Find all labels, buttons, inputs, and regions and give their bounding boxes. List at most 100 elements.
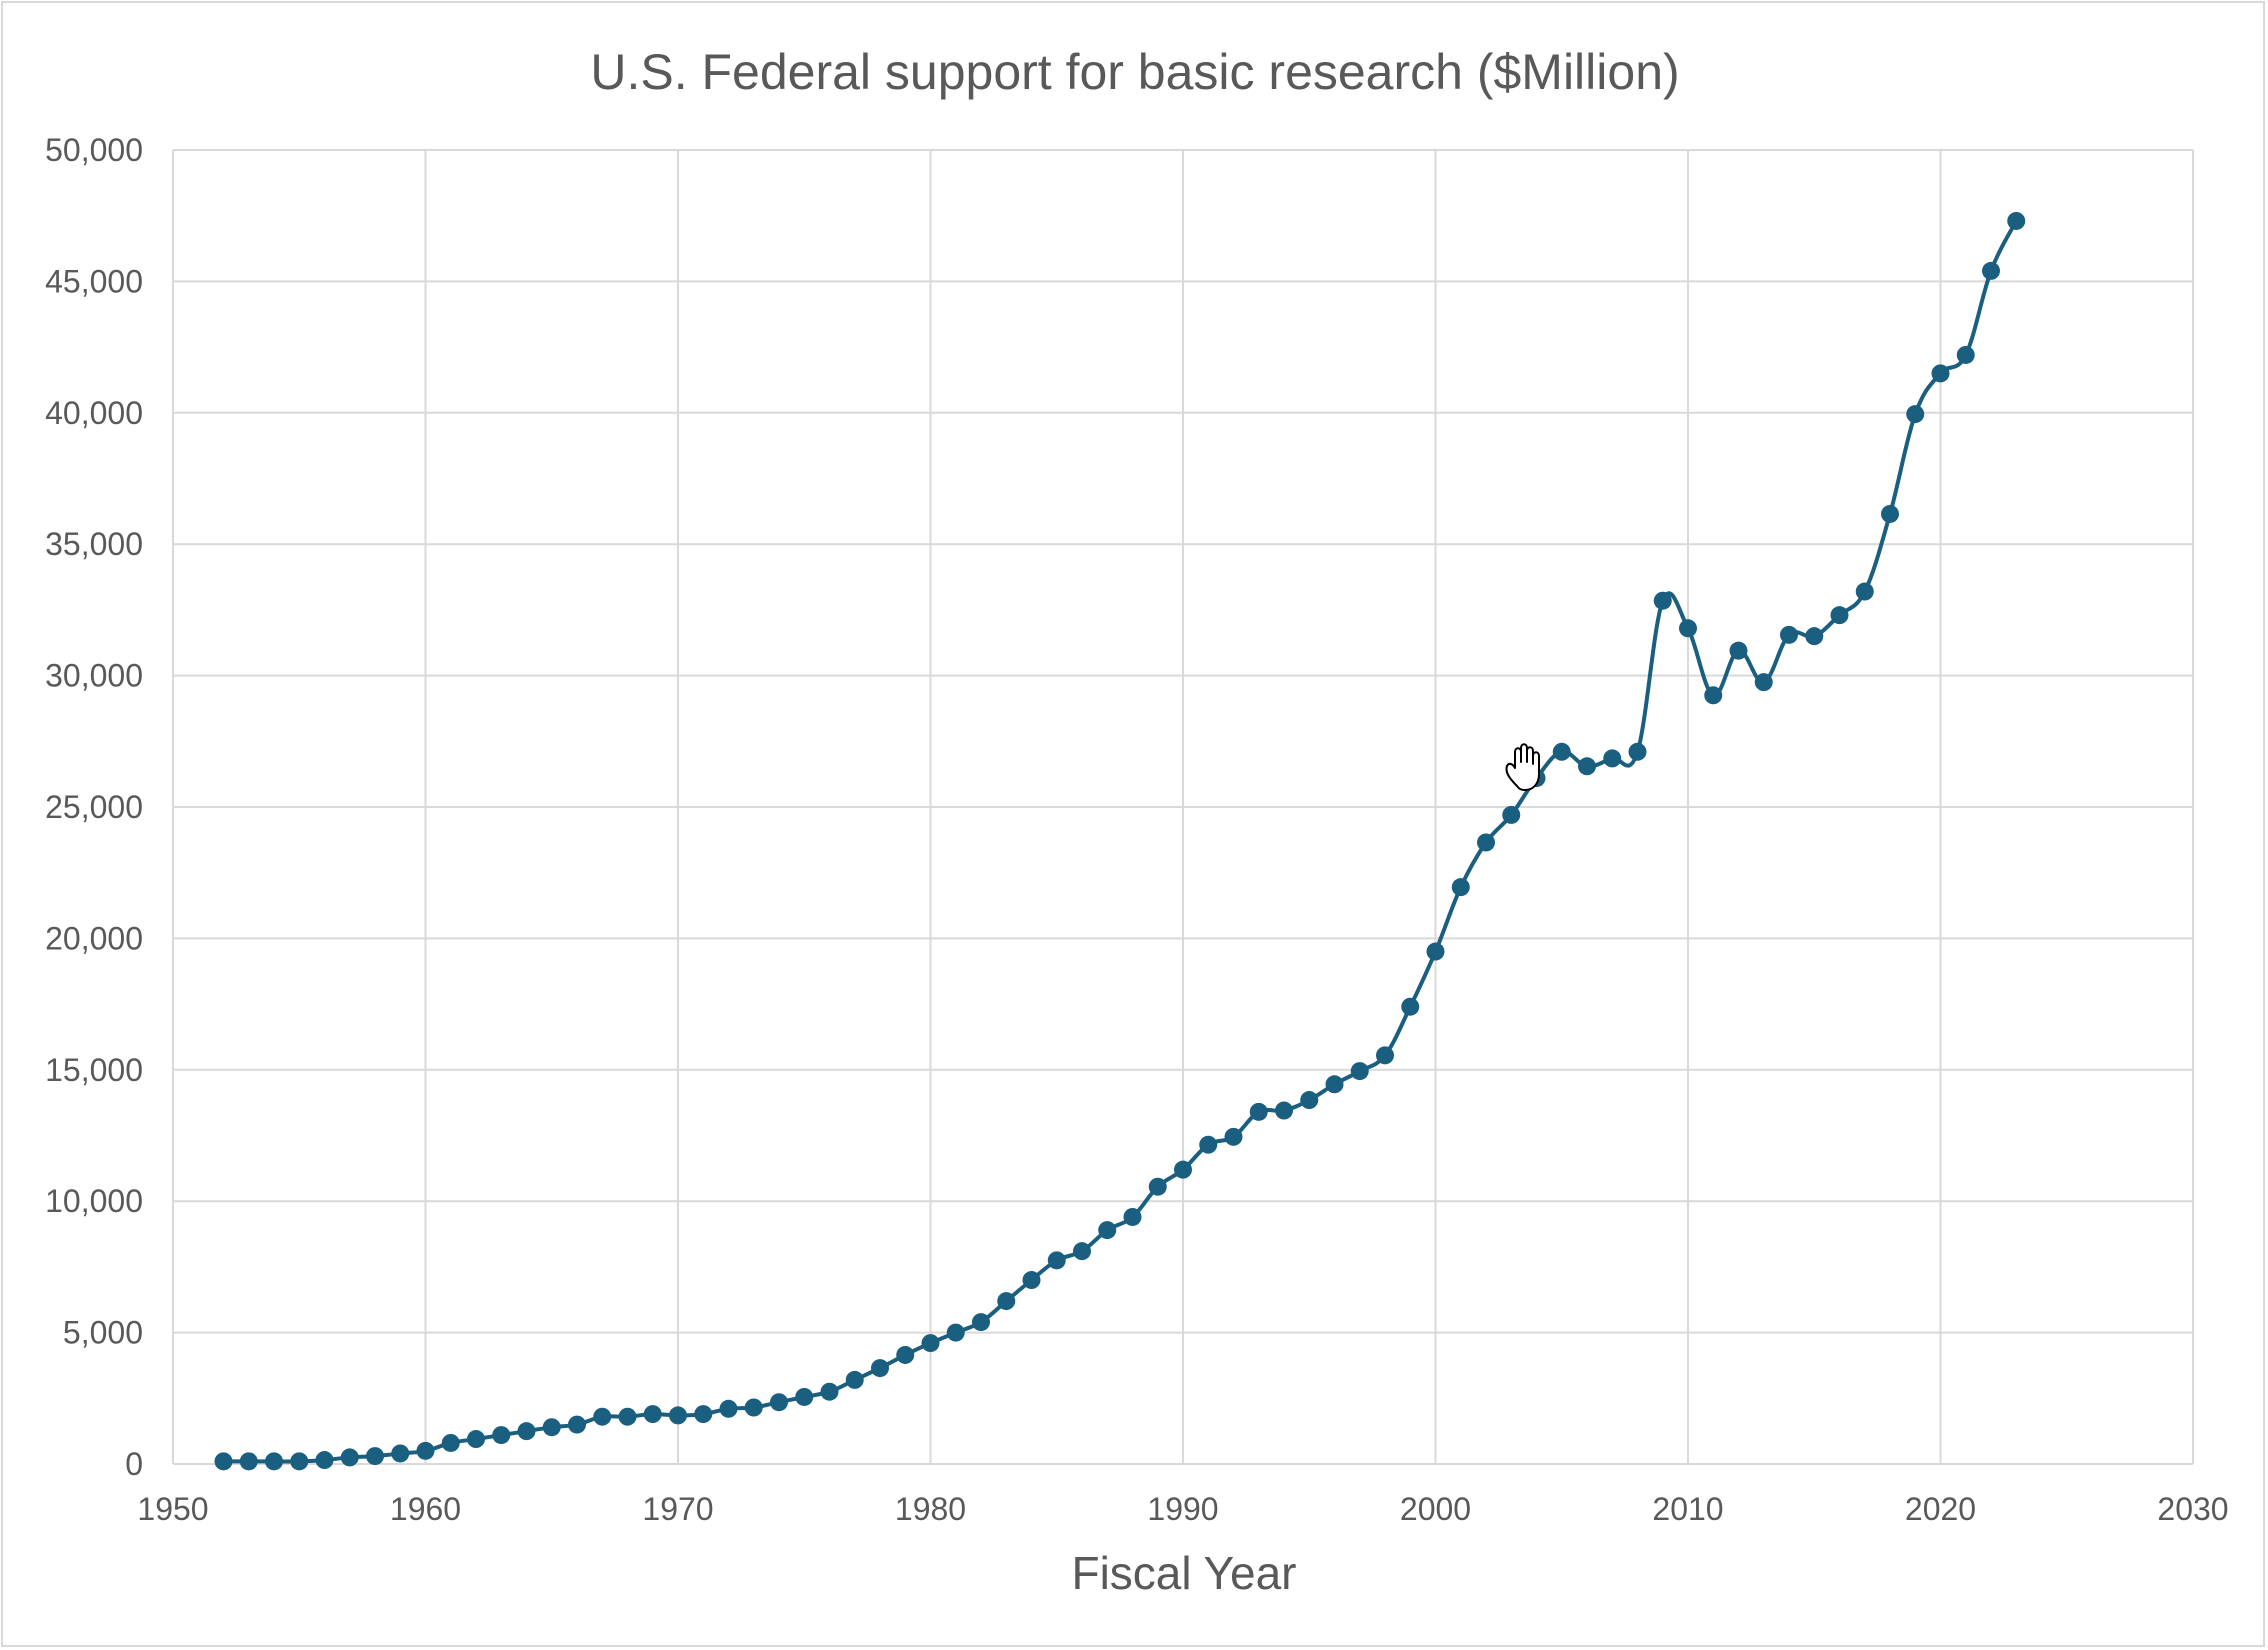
data-point[interactable]: [896, 1345, 915, 1364]
data-point[interactable]: [1982, 261, 2000, 280]
data-point[interactable]: [845, 1370, 864, 1389]
data-point[interactable]: [618, 1407, 637, 1426]
data-point[interactable]: [1855, 582, 1874, 601]
y-tick-label: 15,000: [45, 1052, 143, 1088]
x-tick-label: 2000: [1400, 1491, 1471, 1527]
x-axis-title: Fiscal Year: [1071, 1547, 1296, 1599]
data-point[interactable]: [1653, 591, 1672, 610]
data-point[interactable]: [1931, 364, 1950, 383]
data-point[interactable]: [340, 1448, 359, 1467]
data-point[interactable]: [467, 1430, 485, 1449]
data-point[interactable]: [1552, 742, 1571, 761]
data-point[interactable]: [1325, 1075, 1344, 1094]
x-tick-label: 2030: [2157, 1491, 2228, 1527]
y-tick-label: 5,000: [63, 1315, 143, 1351]
data-point[interactable]: [972, 1313, 990, 1332]
data-point[interactable]: [1906, 405, 1925, 424]
y-tick-label: 0: [125, 1446, 143, 1482]
data-point[interactable]: [1578, 757, 1596, 776]
data-point[interactable]: [1376, 1046, 1394, 1065]
data-point[interactable]: [770, 1393, 788, 1412]
data-point[interactable]: [946, 1323, 965, 1342]
data-point[interactable]: [719, 1399, 738, 1418]
data-point[interactable]: [1022, 1271, 1041, 1290]
axis-ticks: 0 5,000 10,000 15,000 20,000 25,000 30,000 35,0…: [45, 132, 2228, 1527]
data-point[interactable]: [239, 1452, 258, 1471]
data-point[interactable]: [1451, 878, 1470, 897]
data-point[interactable]: [214, 1452, 233, 1471]
data-point[interactable]: [1754, 673, 1773, 692]
data-point[interactable]: [517, 1422, 536, 1441]
data-point[interactable]: [1426, 942, 1445, 961]
plot-series: [214, 211, 2026, 1471]
data-point[interactable]: [1704, 686, 1723, 705]
data-point[interactable]: [1401, 997, 1420, 1016]
x-tick-label: 1990: [1147, 1491, 1218, 1527]
hand-cursor-icon: [1505, 743, 1540, 791]
data-point[interactable]: [1098, 1221, 1117, 1240]
data-point[interactable]: [265, 1452, 283, 1471]
data-point[interactable]: [1123, 1207, 1142, 1226]
y-tick-label: 25,000: [45, 789, 143, 825]
y-tick-label: 20,000: [45, 920, 143, 956]
data-point[interactable]: [366, 1447, 384, 1466]
data-point[interactable]: [1148, 1177, 1167, 1196]
data-point[interactable]: [593, 1407, 612, 1426]
data-point[interactable]: [871, 1359, 889, 1378]
hand-cursor-shape: [1505, 743, 1540, 791]
data-point[interactable]: [1477, 833, 1495, 852]
data-point[interactable]: [492, 1426, 511, 1445]
data-point[interactable]: [2007, 211, 2026, 230]
data-point[interactable]: [1073, 1242, 1091, 1261]
chart: U.S. Federal support for basic research …: [45, 44, 2228, 1599]
y-tick-label: 50,000: [45, 132, 143, 168]
data-point[interactable]: [921, 1334, 940, 1353]
data-point[interactable]: [669, 1406, 687, 1425]
x-tick-label: 1960: [390, 1491, 461, 1527]
data-point[interactable]: [441, 1433, 460, 1452]
data-point[interactable]: [315, 1451, 334, 1470]
data-point[interactable]: [1224, 1127, 1243, 1146]
data-point[interactable]: [694, 1405, 713, 1424]
x-tick-label: 2020: [1905, 1491, 1976, 1527]
data-point[interactable]: [1830, 606, 1849, 625]
x-tick-label: 1950: [137, 1491, 208, 1527]
data-point[interactable]: [744, 1398, 763, 1417]
data-point[interactable]: [1275, 1101, 1293, 1120]
data-point[interactable]: [643, 1405, 662, 1424]
data-point[interactable]: [1199, 1135, 1218, 1154]
x-tick-label: 1980: [895, 1491, 966, 1527]
data-point[interactable]: [1174, 1160, 1192, 1179]
data-point[interactable]: [997, 1292, 1016, 1311]
data-point[interactable]: [1729, 641, 1748, 660]
data-point[interactable]: [820, 1382, 839, 1401]
data-point[interactable]: [1780, 625, 1798, 644]
y-tick-label: 35,000: [45, 526, 143, 562]
data-point[interactable]: [391, 1444, 410, 1463]
data-point[interactable]: [795, 1387, 814, 1406]
data-point[interactable]: [416, 1441, 435, 1460]
data-point[interactable]: [542, 1418, 561, 1437]
x-tick-label: 2010: [1652, 1491, 1723, 1527]
data-point[interactable]: [1679, 619, 1697, 638]
data-point[interactable]: [1047, 1251, 1066, 1270]
data-point[interactable]: [1502, 805, 1521, 824]
data-point[interactable]: [1628, 742, 1647, 761]
data-point[interactable]: [1881, 504, 1899, 523]
gridlines: [172, 149, 2194, 1465]
data-point[interactable]: [1350, 1062, 1369, 1081]
y-tick-label: 40,000: [45, 395, 143, 431]
data-point[interactable]: [1300, 1091, 1319, 1110]
y-tick-label: 10,000: [45, 1183, 143, 1219]
data-point[interactable]: [1805, 627, 1824, 646]
data-point[interactable]: [1249, 1102, 1268, 1121]
data-point[interactable]: [290, 1452, 309, 1471]
series-line: [221, 219, 2019, 1464]
data-point[interactable]: [1603, 749, 1622, 768]
data-point[interactable]: [568, 1415, 586, 1434]
y-tick-label: 45,000: [45, 263, 143, 299]
data-point[interactable]: [1956, 345, 1975, 364]
x-tick-label: 1970: [642, 1491, 713, 1527]
y-tick-label: 30,000: [45, 658, 143, 694]
